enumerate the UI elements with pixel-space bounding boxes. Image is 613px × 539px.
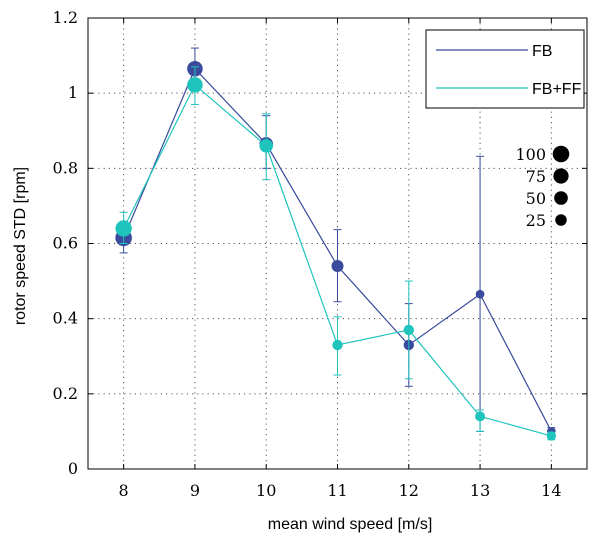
legend-label: FB+FF xyxy=(532,81,582,98)
size-legend-label: 50 xyxy=(526,189,546,208)
x-tick-label: 10 xyxy=(256,481,276,500)
plot-series xyxy=(115,47,556,441)
marker-size-legend: 100 75 50 25 xyxy=(515,145,570,230)
x-tick-label: 14 xyxy=(541,481,561,500)
y-tick-label: 0.2 xyxy=(53,384,78,403)
size-legend-marker xyxy=(555,214,567,226)
x-axis-label: mean wind speed [m/s] xyxy=(268,516,433,533)
size-legend-label: 100 xyxy=(515,145,546,164)
y-tick-label: 0.6 xyxy=(53,234,78,253)
series-fb-ff xyxy=(115,66,556,441)
y-tick-label: 1 xyxy=(68,83,78,102)
size-legend-marker xyxy=(552,145,570,163)
size-legend-label: 25 xyxy=(526,211,546,230)
data-point xyxy=(259,138,274,153)
x-tick-label: 9 xyxy=(190,481,200,500)
data-point xyxy=(331,260,344,273)
y-tick-label: 0 xyxy=(68,459,78,478)
data-point xyxy=(115,220,132,237)
y-tick-label: 0.8 xyxy=(53,158,78,177)
size-legend-marker xyxy=(554,191,568,205)
data-point xyxy=(546,431,556,441)
legend-box xyxy=(425,29,585,109)
data-point xyxy=(403,324,414,336)
size-legend-marker xyxy=(553,168,569,184)
data-point xyxy=(475,411,486,422)
y-axis-label: rotor speed STD [rpm] xyxy=(12,167,29,325)
x-tick-label: 8 xyxy=(119,481,129,500)
x-tick-label: 13 xyxy=(470,481,490,500)
data-point xyxy=(332,339,343,351)
legend-label: FB xyxy=(532,43,552,60)
legend: FB FB+FF xyxy=(425,29,585,109)
y-tick-label: 1.2 xyxy=(53,8,78,27)
x-tick-label: 12 xyxy=(399,481,419,500)
y-tick-label: 0.4 xyxy=(53,309,78,328)
size-legend-label: 75 xyxy=(526,167,546,186)
axes: 8 9 10 11 12 13 14 0 0.2 0.4 0.6 0.8 1 1.2 xyxy=(53,8,588,500)
data-point xyxy=(475,289,485,299)
x-tick-label: 11 xyxy=(327,481,347,500)
data-point xyxy=(187,77,203,93)
